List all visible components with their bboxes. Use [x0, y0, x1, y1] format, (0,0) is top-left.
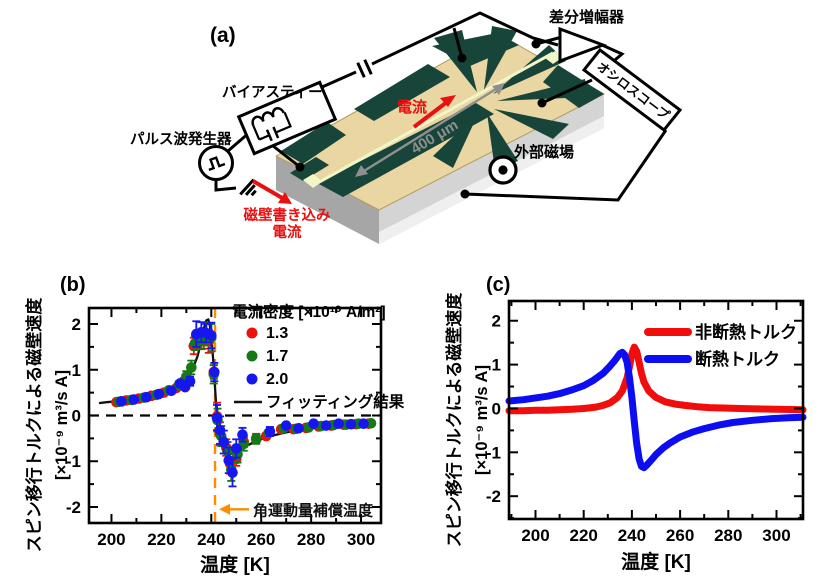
- svg-text:1.3: 1.3: [266, 325, 288, 342]
- svg-text:1: 1: [492, 356, 501, 375]
- current-label: 電流: [397, 98, 427, 116]
- annotation-arrowhead: [219, 503, 231, 515]
- axis-ticks: [509, 301, 803, 520]
- svg-text:220: 220: [147, 530, 175, 549]
- axis-ticks: [89, 308, 381, 523]
- svg-text:200: 200: [97, 530, 125, 549]
- bias-tee-icon: [236, 80, 338, 156]
- panel-a-label: (a): [210, 24, 236, 47]
- series-2.0: [116, 320, 369, 488]
- device-schematic: (a): [130, 8, 683, 244]
- legend-title: 電流密度 [×10¹⁰ A/m²]: [232, 302, 386, 321]
- tick-labels: 200 220 240 260 280 300 -2 -1 0 1 2: [66, 315, 375, 549]
- external-field-icon: [488, 155, 518, 185]
- plot-area: 200 220 240 260 280 300 -2 -1 0 1 2 角運動量補償温度 電流密度 [×…: [66, 302, 405, 549]
- legend: 電流密度 [×10¹⁰ A/m²] 1.3 1.7 2.0 フィッティング結果: [232, 302, 405, 411]
- svg-text:200: 200: [521, 526, 549, 545]
- svg-text:-1: -1: [486, 443, 501, 462]
- panel-b-ylabel-line2: [×10⁻⁹ m³/s A]: [53, 370, 71, 480]
- panel-c-chart: (c) スピン移行トルクによる磁壁速度 [×10⁻⁹ m³/s A] 温度 [K…: [444, 274, 807, 573]
- contact-dots: [295, 39, 547, 199]
- tick-labels: 200 220 240 260 280 300 -2 -1 0 1 2: [486, 312, 791, 545]
- nanowire-pad-left: [303, 174, 323, 188]
- svg-text:フィッティング結果: フィッティング結果: [266, 392, 405, 411]
- svg-text:220: 220: [570, 526, 598, 545]
- svg-text:2: 2: [72, 315, 81, 334]
- compensation-temperature-label: 角運動量補償温度: [253, 501, 374, 519]
- svg-text:-2: -2: [486, 487, 501, 506]
- svg-text:1.7: 1.7: [266, 348, 288, 365]
- panel-c-ylabel-line1: スピン移行トルクによる磁壁速度: [444, 292, 464, 547]
- external-field-label: 外部磁場: [513, 143, 574, 161]
- panel-b-ylabel-line1: スピン移行トルクによる磁壁速度: [24, 297, 44, 552]
- svg-text:240: 240: [197, 530, 225, 549]
- current-arrow: [412, 95, 456, 129]
- bias-tee-label: バイアスティー: [222, 84, 323, 101]
- write-current-label-line1: 磁壁書き込み: [244, 206, 331, 224]
- svg-text:非断熱トルク: 非断熱トルク: [695, 322, 797, 342]
- svg-text:260: 260: [666, 526, 694, 545]
- pulse-generator-icon: [198, 145, 234, 181]
- panel-b-label: (b): [60, 274, 86, 296]
- svg-text:240: 240: [618, 526, 646, 545]
- svg-text:2.0: 2.0: [266, 371, 288, 388]
- svg-text:2: 2: [492, 312, 501, 331]
- series-断熱トルク: [505, 348, 807, 472]
- svg-text:-2: -2: [66, 498, 81, 517]
- panel-b-xlabel: 温度 [K]: [200, 553, 270, 576]
- svg-text:300: 300: [347, 530, 375, 549]
- svg-text:280: 280: [714, 526, 742, 545]
- write-current-arrow: [251, 179, 292, 204]
- panel-c-ylabel-line2: [×10⁻⁹ m³/s A]: [473, 365, 491, 475]
- write-current-label-line2: 電流: [273, 223, 302, 241]
- diff-amp-icon: [558, 26, 608, 64]
- svg-text:280: 280: [297, 530, 325, 549]
- diff-amp-label: 差分増幅器: [549, 8, 625, 26]
- ground-icon: [239, 178, 257, 197]
- panel-c-xlabel: 温度 [K]: [621, 550, 691, 573]
- svg-text:0: 0: [72, 407, 81, 426]
- svg-text:1: 1: [72, 361, 81, 380]
- pulse-generator-label: パルス波発生器: [130, 130, 232, 148]
- oscilloscope-label: オシロスコープ: [594, 59, 673, 123]
- nanowire: [311, 51, 554, 188]
- svg-text:0: 0: [492, 399, 501, 418]
- svg-text:-1: -1: [66, 452, 81, 471]
- panel-b-chart: (b) スピン移行トルクによる磁壁速度 [×10⁻⁹ m³/s A] 温度 [K…: [24, 274, 405, 576]
- series-非断熱トルク: [505, 343, 807, 415]
- svg-text:断熱トルク: 断熱トルク: [695, 349, 780, 369]
- chip-front-highlight: [379, 116, 604, 244]
- panel-c-label: (c): [486, 274, 510, 296]
- svg-text:260: 260: [247, 530, 275, 549]
- svg-text:300: 300: [762, 526, 790, 545]
